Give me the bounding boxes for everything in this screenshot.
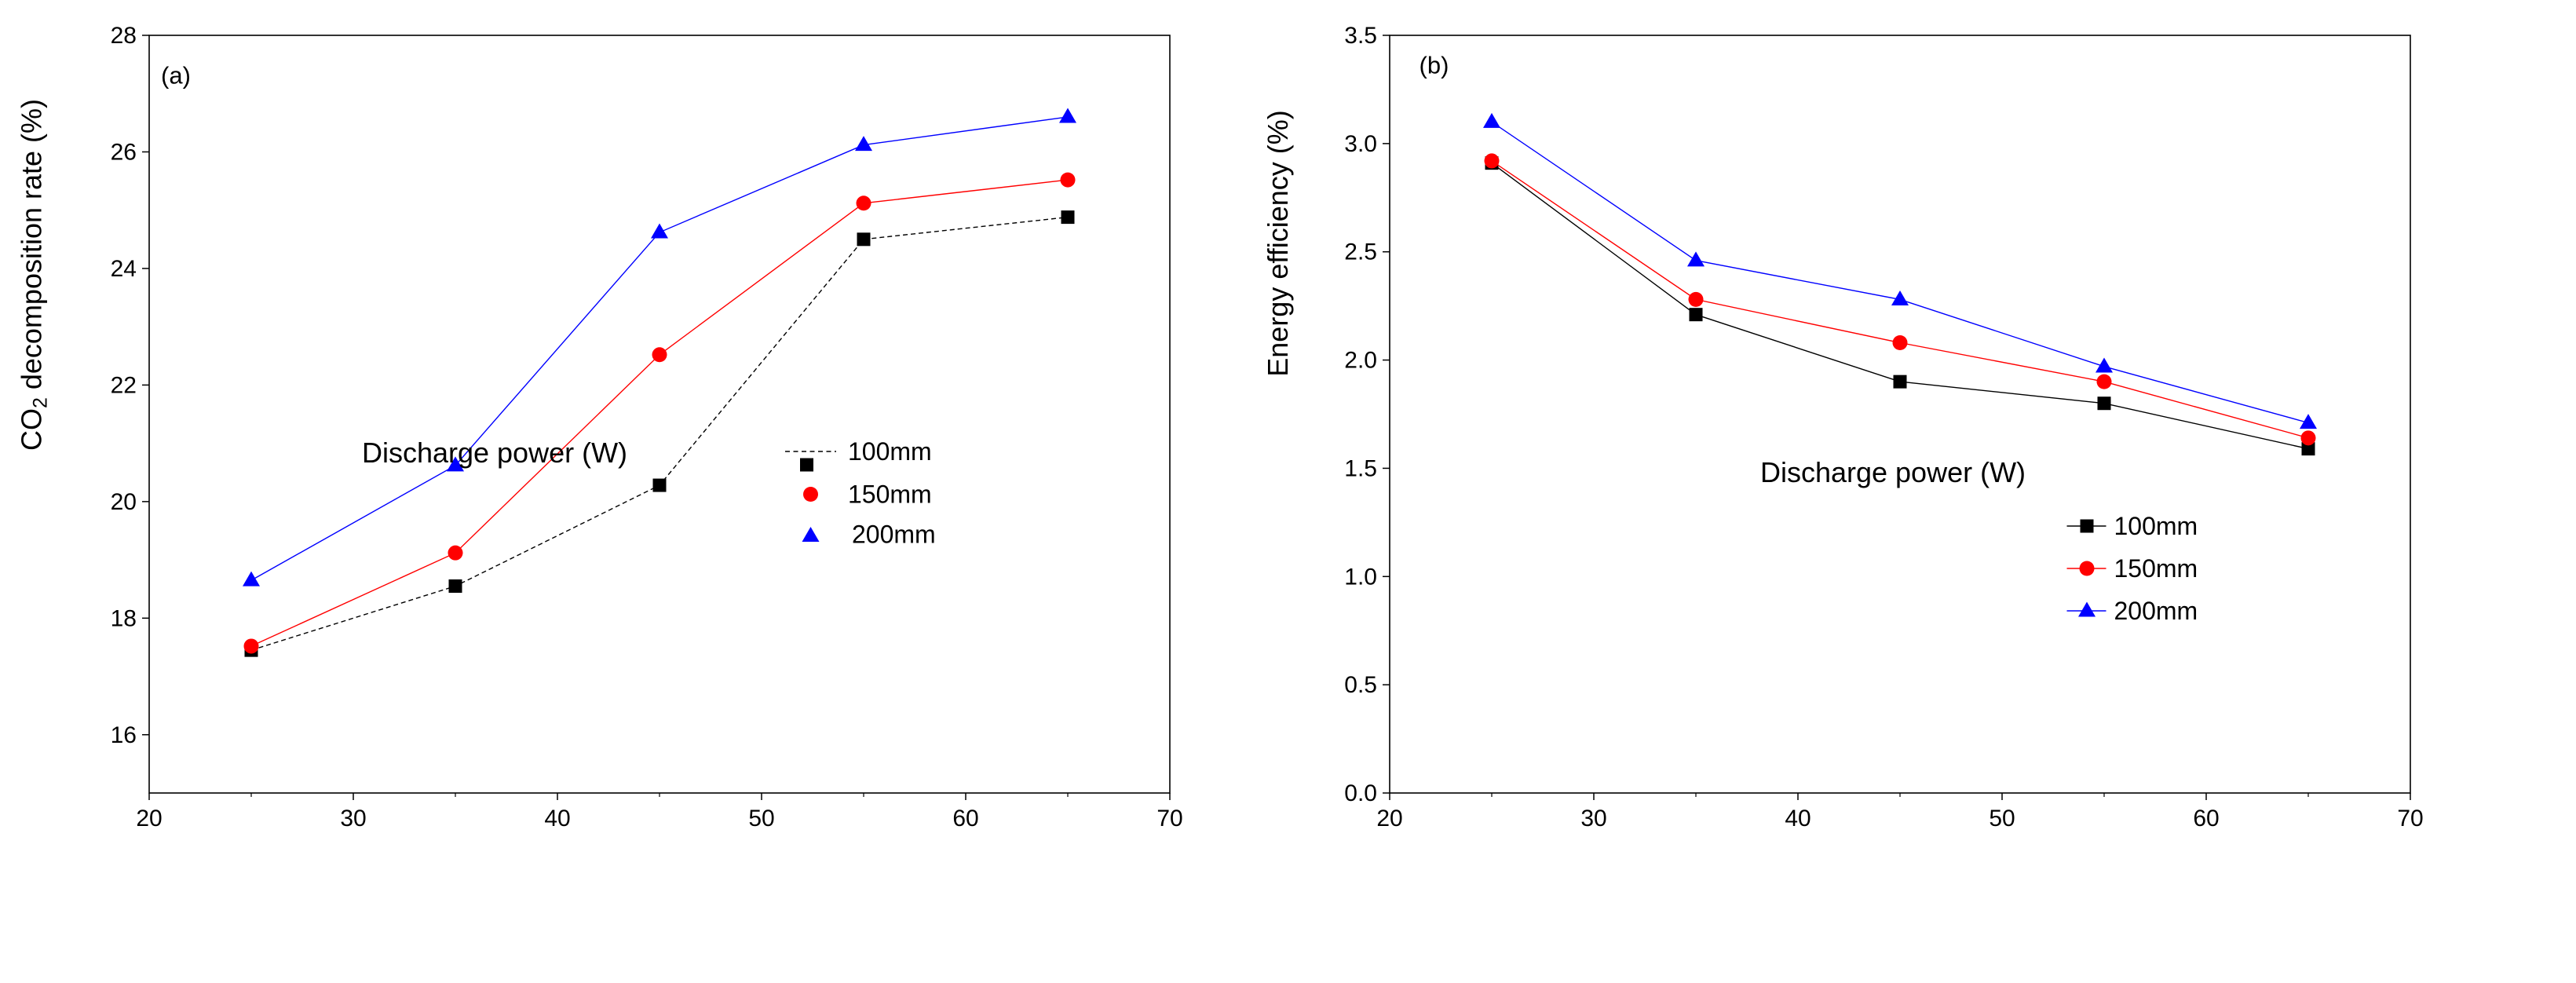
panel-label-b: (b) <box>1420 52 1449 79</box>
legend-a-item-100mm: 100mm <box>785 437 932 472</box>
x-tick-label-a-30: 30 <box>340 806 366 831</box>
data-point-b-150mm-45 <box>1892 335 1908 351</box>
data-point-a-150mm-35 <box>448 545 463 561</box>
legend-b-item-150mm: 150mm <box>2066 554 2198 583</box>
legend-b-item-100mm: 100mm <box>2066 512 2198 540</box>
legend-b-label-150mm: 150mm <box>2114 554 2198 583</box>
data-point-a-200mm-65 <box>1059 108 1076 123</box>
plot-marks-b: 20 30 40 50 60 70 0.0 0.5 1.0 1.5 2.0 2.5 3.0 3.5 <box>1344 23 2423 831</box>
y-tick-label-a-22: 22 <box>111 372 137 398</box>
series-line-a-150mm <box>250 179 1069 647</box>
data-point-b-200mm-45 <box>1891 290 1909 305</box>
y-axis-title-a-part2: decomposition rate (%) <box>16 99 48 397</box>
legend-a: 100mm 150mm 200mm <box>785 437 936 549</box>
series-line-a-100mm <box>250 216 1069 651</box>
data-point-b-150mm-55 <box>2096 374 2112 389</box>
data-point-a-100mm-65 <box>1061 210 1075 225</box>
data-point-a-200mm-45 <box>651 223 668 239</box>
x-tick-label-b-50: 50 <box>1989 806 2015 831</box>
panel-label-a: (a) <box>161 62 191 90</box>
data-point-a-150mm-65 <box>1060 172 1076 188</box>
y-tick-label-a-16: 16 <box>111 722 137 748</box>
x-tick-label-b-20: 20 <box>1376 806 1402 831</box>
y-axis-title-a-subscript: 2 <box>30 397 52 408</box>
x-tick-label-b-40: 40 <box>1785 806 1811 831</box>
legend-a-marker-100mm <box>800 458 813 472</box>
legend-b: 100mm 150mm 200mm <box>2066 512 2198 625</box>
plot-frame-b <box>1389 35 2411 794</box>
y-tick-label-b-0: 0.0 <box>1344 780 1377 806</box>
data-point-b-200mm-55 <box>2096 357 2113 373</box>
x-tick-label-a-20: 20 <box>136 806 162 831</box>
y-tick-label-a-18: 18 <box>111 605 137 631</box>
data-point-b-200mm-25 <box>1483 112 1500 128</box>
legend-b-item-200mm: 200mm <box>2066 597 2198 625</box>
legend-a-item-200mm: 200mm <box>802 521 936 549</box>
chart-panel-a: 20 30 40 50 60 70 16 18 20 22 24 26 28 (a) Discharge… <box>16 23 1183 831</box>
y-axis-title-a: CO2 decomposition rate (%) <box>16 99 52 451</box>
data-point-b-100mm-65 <box>2301 442 2315 456</box>
data-point-b-150mm-65 <box>2300 430 2316 446</box>
x-tick-label-b-30: 30 <box>1580 806 1606 831</box>
data-point-b-150mm-35 <box>1688 291 1704 307</box>
legend-a-label-200mm: 200mm <box>852 521 936 549</box>
y-tick-label-b-2: 2.0 <box>1344 348 1377 374</box>
y-axis-title-b: Energy efficiency (%) <box>1262 110 1294 376</box>
data-point-a-150mm-45 <box>652 347 667 363</box>
y-tick-label-b-0.5: 0.5 <box>1344 672 1377 698</box>
x-tick-label-a-50: 50 <box>748 806 774 831</box>
data-point-b-150mm-25 <box>1484 153 1500 169</box>
y-tick-label-a-26: 26 <box>111 139 137 165</box>
data-point-a-100mm-35 <box>448 579 462 593</box>
x-tick-label-b-70: 70 <box>2397 806 2423 831</box>
legend-b-marker-200mm <box>2078 601 2096 617</box>
y-tick-label-b-3: 3.0 <box>1344 131 1377 157</box>
x-axis-title-a: Discharge power (W) <box>362 437 627 469</box>
data-point-b-200mm-65 <box>2300 414 2317 429</box>
legend-b-label-200mm: 200mm <box>2114 597 2198 625</box>
legend-a-item-150mm: 150mm <box>803 481 932 509</box>
data-point-a-150mm-55 <box>856 196 871 211</box>
x-tick-label-a-40: 40 <box>544 806 570 831</box>
y-axis-title-a-part1: CO <box>16 408 48 451</box>
chart-panel-b: 20 30 40 50 60 70 0.0 0.5 1.0 1.5 2.0 2.5 3.0 3.5 (b)… <box>1262 23 2424 831</box>
data-point-a-150mm-25 <box>243 638 259 654</box>
y-tick-label-b-1: 1.0 <box>1344 564 1377 590</box>
data-point-a-100mm-45 <box>652 478 667 492</box>
legend-a-label-100mm: 100mm <box>848 437 932 466</box>
legend-a-label-150mm: 150mm <box>848 481 932 509</box>
x-tick-label-b-60: 60 <box>2193 806 2219 831</box>
data-point-a-200mm-55 <box>855 136 872 152</box>
legend-b-label-100mm: 100mm <box>2114 512 2198 540</box>
y-tick-label-b-3.5: 3.5 <box>1344 23 1377 49</box>
series-line-b-100mm <box>1491 163 2309 450</box>
data-point-b-100mm-35 <box>1689 308 1703 322</box>
plot-frame-a <box>148 35 1171 794</box>
legend-b-marker-100mm <box>2080 519 2094 533</box>
x-tick-label-a-70: 70 <box>1156 806 1182 831</box>
legend-a-marker-200mm <box>802 527 820 542</box>
y-tick-label-b-1.5: 1.5 <box>1344 455 1377 481</box>
y-tick-label-a-20: 20 <box>111 489 137 515</box>
data-point-a-100mm-55 <box>857 232 871 247</box>
y-tick-label-b-2.5: 2.5 <box>1344 239 1377 265</box>
legend-b-marker-150mm <box>2079 561 2095 576</box>
x-tick-label-a-60: 60 <box>952 806 978 831</box>
data-point-b-200mm-35 <box>1687 251 1705 267</box>
legend-a-marker-150mm <box>803 487 818 502</box>
plot-marks-a: 20 30 40 50 60 70 16 18 20 22 24 26 28 <box>111 23 1183 831</box>
data-point-a-200mm-35 <box>447 456 464 472</box>
y-tick-label-a-24: 24 <box>111 256 137 282</box>
data-point-a-200mm-25 <box>243 571 260 587</box>
data-point-b-100mm-55 <box>2097 396 2111 411</box>
x-axis-title-b: Discharge power (W) <box>1760 456 2026 488</box>
data-point-b-100mm-45 <box>1893 375 1907 389</box>
y-tick-label-a-28: 28 <box>111 23 137 49</box>
